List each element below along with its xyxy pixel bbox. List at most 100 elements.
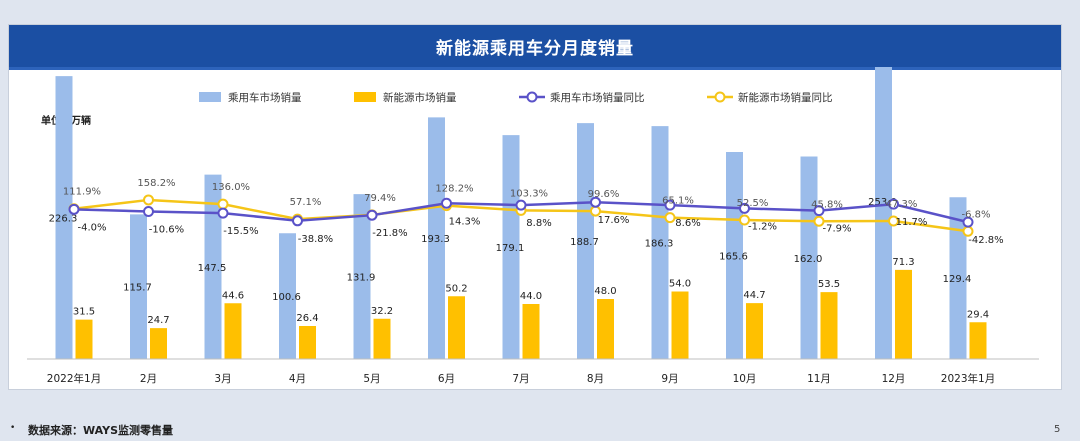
label-nev-yoy-5: 128.2% <box>435 184 473 195</box>
x-tick-10: 11月 <box>807 373 831 385</box>
label-nev-2: 44.6 <box>222 290 244 301</box>
label-nev-yoy-6: 103.3% <box>510 188 548 199</box>
bar-total-0 <box>55 76 73 359</box>
bar-total-7 <box>577 123 594 359</box>
point-total-yoy-11 <box>888 198 899 210</box>
x-tick-12: 2023年1月 <box>941 372 995 385</box>
x-tick-0: 2022年1月 <box>47 372 101 385</box>
label-total-yoy-4: -21.8% <box>372 228 407 239</box>
label-total-yoy-8: 8.6% <box>675 218 700 229</box>
x-tick-1: 2月 <box>140 373 157 385</box>
x-tick-8: 9月 <box>661 373 678 385</box>
label-nev-yoy-9: 52.5% <box>737 198 769 209</box>
label-total-yoy-11: 11.7% <box>896 217 928 228</box>
point-total-yoy-3 <box>292 215 303 227</box>
label-total-8: 186.3 <box>645 239 674 250</box>
bar-total-8 <box>651 126 669 359</box>
x-tick-5: 6月 <box>438 373 455 385</box>
legend-marker-3 <box>714 91 726 103</box>
point-total-yoy-9 <box>739 202 750 214</box>
label-nev-12: 29.4 <box>967 309 989 320</box>
bar-nev-12 <box>969 322 987 359</box>
bar-total-1 <box>130 214 147 359</box>
bar-nev-2 <box>224 303 242 359</box>
data-source-note: 数据来源：WAYS监测零售量 <box>28 424 173 437</box>
point-nev-yoy-9 <box>739 214 750 226</box>
label-total-yoy-10: -7.9% <box>822 224 851 235</box>
bar-nev-11 <box>895 269 912 359</box>
label-total-yoy-12: -42.8% <box>968 235 1003 246</box>
label-nev-yoy-0: 111.9% <box>63 187 101 198</box>
label-nev-yoy-3: 57.1% <box>290 197 322 208</box>
legend-swatch-1 <box>354 92 376 102</box>
legend-marker-2 <box>526 91 538 103</box>
point-total-yoy-5 <box>441 197 452 209</box>
bar-total-12 <box>949 197 967 359</box>
label-total-4: 131.9 <box>347 273 376 284</box>
label-nev-yoy-2: 136.0% <box>212 182 250 193</box>
x-tick-3: 4月 <box>289 373 306 385</box>
label-total-yoy-2: -15.5% <box>223 226 258 237</box>
bar-total-10 <box>800 156 818 359</box>
legend-swatch-0 <box>199 92 221 102</box>
label-nev-5: 50.2 <box>445 283 467 294</box>
label-nev-7: 48.0 <box>594 286 616 297</box>
point-total-yoy-10 <box>813 205 825 217</box>
legend-label-1: 新能源市场销量 <box>383 91 457 104</box>
chart-svg: 单位：万辆乘用车市场销量新能源市场销量乘用车市场销量同比新能源市场销量同比226… <box>27 67 1039 385</box>
label-nev-yoy-8: 65.1% <box>662 196 694 207</box>
bar-total-6 <box>502 135 520 359</box>
label-nev-8: 54.0 <box>669 279 691 290</box>
bar-total-3 <box>279 233 296 359</box>
point-total-yoy-2 <box>217 207 229 219</box>
point-nev-yoy-10 <box>813 215 825 227</box>
label-total-11: 253.0 <box>868 197 897 208</box>
label-total-9: 165.6 <box>719 252 748 263</box>
label-total-10: 162.0 <box>794 254 823 265</box>
point-total-yoy-8 <box>664 199 676 211</box>
label-total-1: 115.7 <box>123 283 152 294</box>
label-nev-9: 44.7 <box>743 290 765 301</box>
label-total-yoy-9: -1.2% <box>748 221 777 232</box>
label-total-2: 147.5 <box>198 263 227 274</box>
x-tick-6: 7月 <box>512 373 529 385</box>
label-total-yoy-7: 17.6% <box>598 215 630 226</box>
label-nev-yoy-1: 158.2% <box>137 178 175 189</box>
label-nev-yoy-7: 99.6% <box>588 189 620 200</box>
chart-panel: 新能源乘用车分月度销量 单位：万辆乘用车市场销量新能源市场销量乘用车市场销量同比… <box>8 24 1062 390</box>
label-nev-3: 26.4 <box>296 313 318 324</box>
label-nev-yoy-11: 47.3% <box>886 199 918 210</box>
label-nev-4: 32.2 <box>371 306 393 317</box>
point-total-yoy-7 <box>590 196 601 208</box>
point-total-yoy-0 <box>68 203 80 215</box>
label-nev-0: 31.5 <box>73 307 95 318</box>
label-total-yoy-5: 14.3% <box>449 216 481 227</box>
label-nev-yoy-4: 79.4% <box>364 193 396 204</box>
point-total-yoy-12 <box>962 216 974 228</box>
legend-label-3: 新能源市场销量同比 <box>738 91 833 104</box>
point-total-yoy-6 <box>515 199 527 211</box>
point-nev-yoy-1 <box>143 194 154 206</box>
point-nev-yoy-2 <box>217 198 229 210</box>
bar-nev-6 <box>522 304 540 359</box>
bar-nev-0 <box>75 319 93 359</box>
bar-nev-8 <box>671 291 689 359</box>
bar-nev-1 <box>150 328 167 359</box>
label-total-yoy-1: -10.6% <box>149 224 184 235</box>
point-nev-yoy-11 <box>888 215 899 227</box>
label-total-yoy-3: -38.8% <box>298 234 333 245</box>
label-total-3: 100.6 <box>272 292 301 303</box>
label-total-6: 179.1 <box>496 243 525 254</box>
point-nev-yoy-8 <box>664 212 676 224</box>
x-tick-7: 8月 <box>587 373 604 385</box>
page-number: 5 <box>1054 424 1061 435</box>
label-nev-6: 44.0 <box>520 291 542 302</box>
bar-nev-9 <box>746 303 763 359</box>
bar-total-9 <box>726 152 743 359</box>
footer-bullet: • <box>10 423 16 433</box>
legend-label-2: 乘用车市场销量同比 <box>550 91 645 104</box>
bar-total-11 <box>875 67 892 359</box>
bar-nev-7 <box>597 299 614 359</box>
bar-nev-4 <box>373 318 391 359</box>
label-total-5: 193.3 <box>421 234 450 245</box>
